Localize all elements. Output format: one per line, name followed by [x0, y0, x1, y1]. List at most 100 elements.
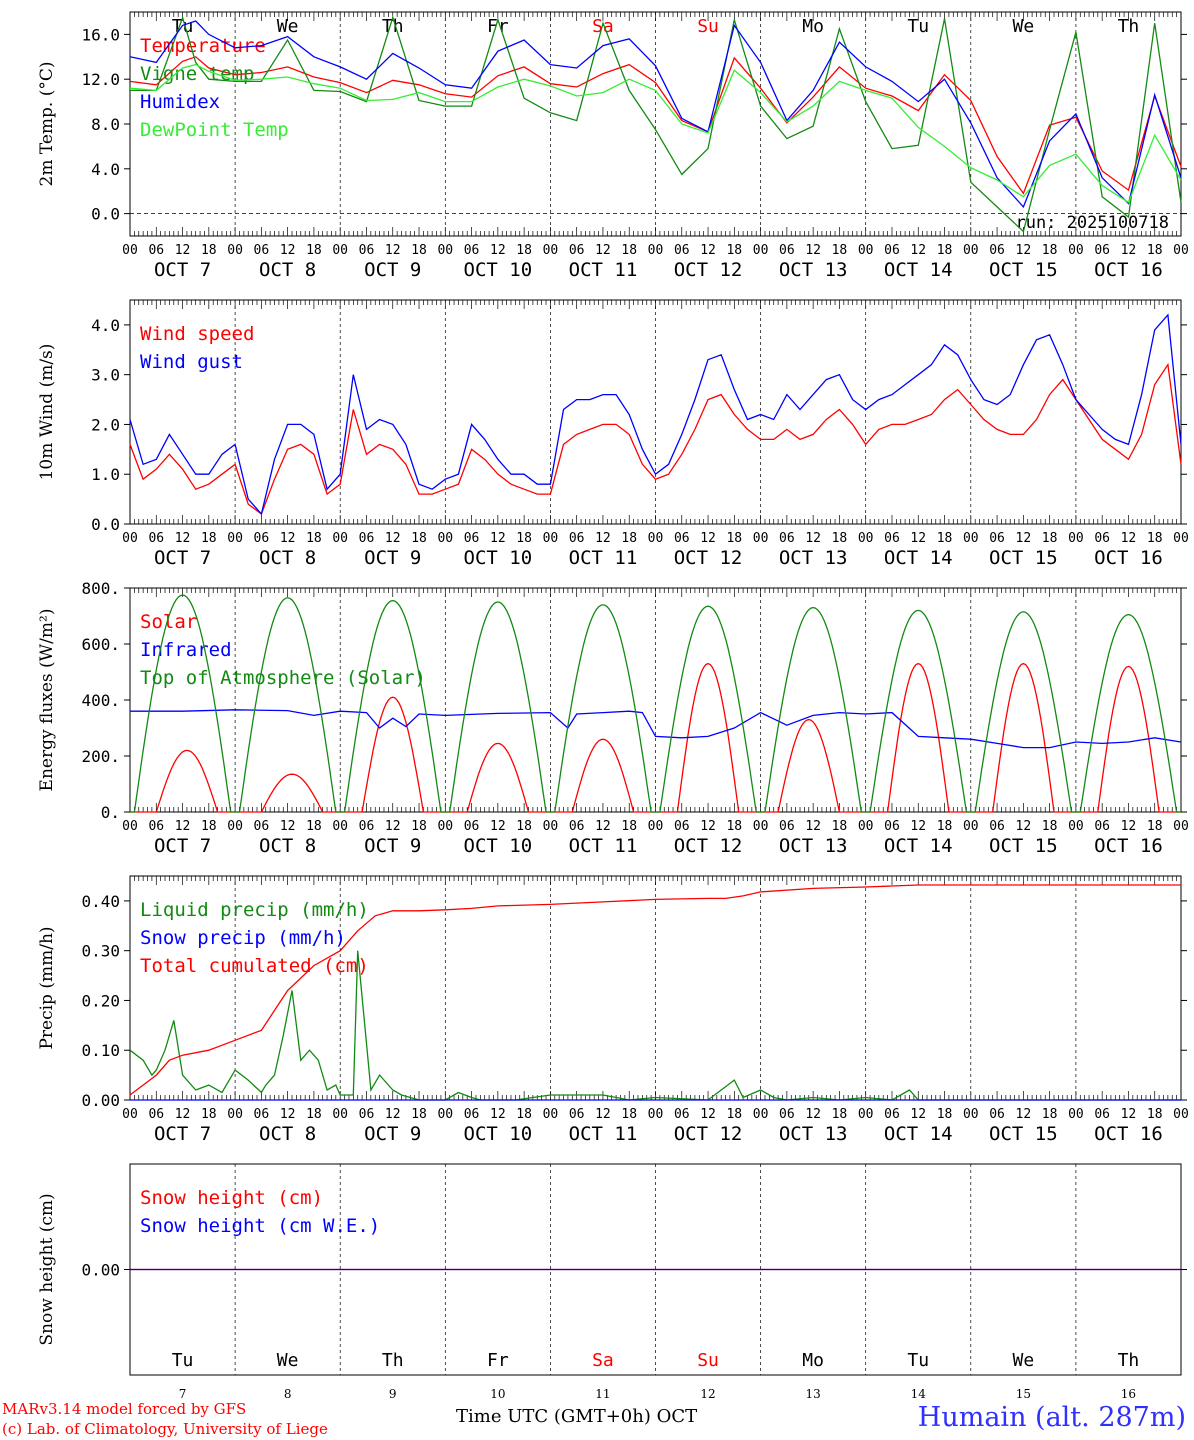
legend-entry: Top of Atmosphere (Solar) — [140, 667, 426, 689]
x-hour-label: 00 — [227, 243, 243, 258]
x-hour-label: 18 — [937, 531, 953, 546]
x-hour-label: 12 — [1121, 1107, 1137, 1122]
x-hour-label: 06 — [989, 243, 1005, 258]
x-hour-label: 06 — [569, 531, 585, 546]
x-hour-label: 18 — [201, 243, 217, 258]
x-hour-label: 00 — [437, 531, 453, 546]
weekday-label: Sa — [592, 16, 614, 37]
series-line-liquid-precip-mm-h- — [129, 950, 1181, 1101]
x-hour-label: 12 — [805, 819, 821, 834]
x-hour-label: 12 — [595, 531, 611, 546]
y-axis-label: Precip (mm/h) — [37, 926, 57, 1049]
x-hour-label: 12 — [595, 243, 611, 258]
x-hour-label: 06 — [148, 1107, 164, 1122]
x-hour-label: 18 — [306, 243, 322, 258]
x-hour-label: 18 — [621, 531, 637, 546]
x-hour-label: 12 — [1121, 819, 1137, 834]
x-date-label: OCT 16 — [1094, 1123, 1163, 1145]
run-label: run: 2025100718 — [1015, 213, 1169, 233]
y-tick-label: 0.30 — [81, 942, 120, 961]
x-hour-label: 00 — [1068, 531, 1084, 546]
weekday-label: Tu — [172, 1350, 194, 1371]
y-tick-label: 4.0 — [91, 316, 120, 335]
x-hour-label: 12 — [805, 531, 821, 546]
y-tick-label: 0.00 — [81, 1091, 120, 1110]
x-hour-label: 00 — [227, 531, 243, 546]
x-date-label: OCT 14 — [884, 1123, 953, 1145]
x-date-label: OCT 9 — [364, 1123, 421, 1145]
y-tick-label: 200. — [81, 747, 120, 766]
x-hour-label: 18 — [1147, 1107, 1163, 1122]
y-tick-label: 3.0 — [91, 366, 120, 385]
day-number-label: 15 — [1016, 1387, 1031, 1401]
x-hour-label: 12 — [280, 531, 296, 546]
x-hour-label: 00 — [437, 819, 453, 834]
x-hour-label: 12 — [595, 819, 611, 834]
x-hour-label: 06 — [569, 243, 585, 258]
legend-entry: Snow precip (mm/h) — [140, 927, 346, 949]
x-date-label: OCT 12 — [674, 835, 743, 857]
x-hour-label: 00 — [227, 819, 243, 834]
x-hour-label: 18 — [937, 1107, 953, 1122]
series-line-top-of-atmosphere-solar- — [130, 594, 1181, 813]
legend-entry: Vigne temp — [140, 63, 254, 85]
x-date-label: OCT 10 — [464, 835, 533, 857]
x-date-label: OCT 8 — [259, 835, 316, 857]
x-date-label: OCT 8 — [259, 547, 316, 569]
y-tick-label: 2.0 — [91, 415, 120, 434]
x-date-label: OCT 10 — [464, 259, 533, 281]
x-hour-label: 12 — [490, 819, 506, 834]
x-hour-label: 06 — [254, 531, 270, 546]
x-hour-label: 00 — [753, 819, 769, 834]
x-hour-label: 06 — [569, 1107, 585, 1122]
y-tick-label: 400. — [81, 691, 120, 710]
x-hour-label: 12 — [175, 243, 191, 258]
x-hour-label: 18 — [411, 531, 427, 546]
weekday-label: Su — [697, 16, 719, 37]
x-hour-label: 00 — [963, 1107, 979, 1122]
weekday-label: Th — [1118, 16, 1140, 37]
x-date-label: OCT 15 — [989, 1123, 1058, 1145]
x-hour-label: 00 — [122, 819, 138, 834]
series-line-total-cumulated-cm- — [129, 884, 1181, 1096]
x-hour-label: 00 — [648, 1107, 664, 1122]
credit-model: MARv3.14 model forced by GFS — [2, 1400, 247, 1418]
legend-entry: Wind speed — [140, 323, 254, 345]
x-hour-label: 12 — [280, 1107, 296, 1122]
x-hour-label: 12 — [490, 531, 506, 546]
weekday-label: Th — [382, 1350, 404, 1371]
x-hour-label: 06 — [148, 531, 164, 546]
x-hour-label: 18 — [621, 1107, 637, 1122]
x-date-label: OCT 7 — [154, 259, 211, 281]
x-hour-label: 06 — [989, 1107, 1005, 1122]
x-hour-label: 00 — [858, 531, 874, 546]
weekday-label: Su — [697, 1350, 719, 1371]
x-hour-label: 06 — [779, 819, 795, 834]
x-hour-label: 06 — [674, 243, 690, 258]
y-axis-label: 10m Wind (m/s) — [37, 344, 57, 481]
x-hour-label: 12 — [910, 531, 926, 546]
legend-entry: Snow height (cm W.E.) — [140, 1215, 380, 1237]
x-hour-label: 18 — [726, 531, 742, 546]
weekday-label: We — [1013, 16, 1035, 37]
weekday-label: We — [277, 16, 299, 37]
x-hour-label: 12 — [1016, 531, 1032, 546]
x-hour-label: 12 — [490, 1107, 506, 1122]
x-hour-label: 06 — [359, 243, 375, 258]
day-number-label: 13 — [806, 1387, 821, 1401]
x-hour-label: 00 — [753, 1107, 769, 1122]
x-hour-label: 00 — [1173, 531, 1189, 546]
x-date-label: OCT 11 — [569, 1123, 638, 1145]
credit-lab: (c) Lab. of Climatology, University of L… — [2, 1420, 328, 1438]
x-hour-label: 00 — [332, 819, 348, 834]
x-date-label: OCT 15 — [989, 259, 1058, 281]
x-hour-label: 00 — [122, 243, 138, 258]
x-hour-label: 12 — [490, 243, 506, 258]
x-hour-label: 18 — [937, 243, 953, 258]
x-date-label: OCT 14 — [884, 259, 953, 281]
x-date-label: OCT 7 — [154, 1123, 211, 1145]
x-hour-label: 18 — [516, 243, 532, 258]
weekday-label: Th — [1118, 1350, 1140, 1371]
x-hour-label: 18 — [306, 819, 322, 834]
x-date-label: OCT 10 — [464, 1123, 533, 1145]
